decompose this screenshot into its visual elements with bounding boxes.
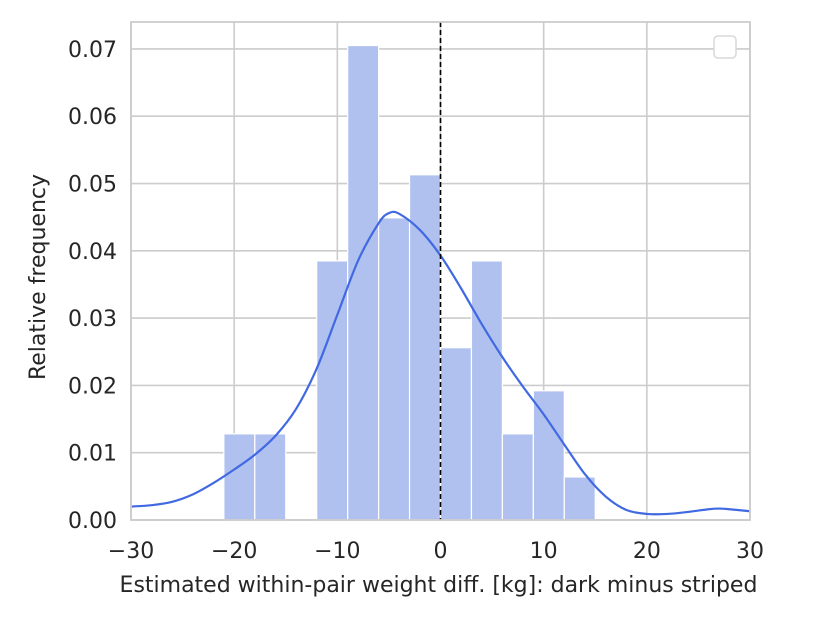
legend-box	[713, 35, 737, 59]
histogram-bar-8	[470, 260, 504, 521]
histogram-bar-0	[223, 433, 256, 521]
histogram-bar-11	[563, 476, 596, 521]
x-tick-label-1: −20	[211, 539, 257, 564]
y-tick-label-7: 0.07	[68, 38, 117, 63]
y-tick-label-2: 0.02	[68, 374, 117, 399]
legend	[713, 35, 737, 59]
histogram-bar-4	[347, 44, 380, 521]
x-tick-label-2: −10	[314, 539, 360, 564]
histogram-bars	[223, 44, 596, 521]
y-tick-label-6: 0.06	[68, 105, 117, 130]
x-axis-label: Estimated within-pair weight diff. [kg]:…	[120, 573, 758, 598]
histogram-bar-5	[378, 217, 411, 521]
y-tick-label-1: 0.01	[68, 442, 117, 467]
x-tick-label-6: 30	[736, 539, 764, 564]
x-tick-label-3: 0	[434, 539, 448, 564]
y-tick-label-4: 0.04	[68, 240, 117, 265]
x-tick-label-0: −30	[108, 539, 154, 564]
histogram-bar-3	[316, 260, 349, 521]
histogram-bar-1	[254, 433, 287, 521]
x-tick-label-5: 20	[633, 539, 661, 564]
y-axis-label: Relative frequency	[26, 174, 51, 380]
y-tick-label-0: 0.00	[68, 509, 117, 534]
axes-frame	[130, 21, 751, 521]
histogram-bar-10	[532, 390, 565, 521]
histogram-bar-6	[408, 174, 442, 521]
tick-labels: −30 −20 −10 0 10 20 30 0.00 0.01 0.02 0.03 0.04 0.05…	[68, 38, 764, 564]
y-tick-label-5: 0.05	[68, 173, 117, 198]
histogram-bar-9	[501, 433, 534, 521]
y-tick-label-3: 0.03	[68, 307, 117, 332]
x-tick-label-4: 10	[530, 539, 558, 564]
histogram-bar-7	[439, 347, 473, 521]
plot-frame	[130, 21, 751, 521]
